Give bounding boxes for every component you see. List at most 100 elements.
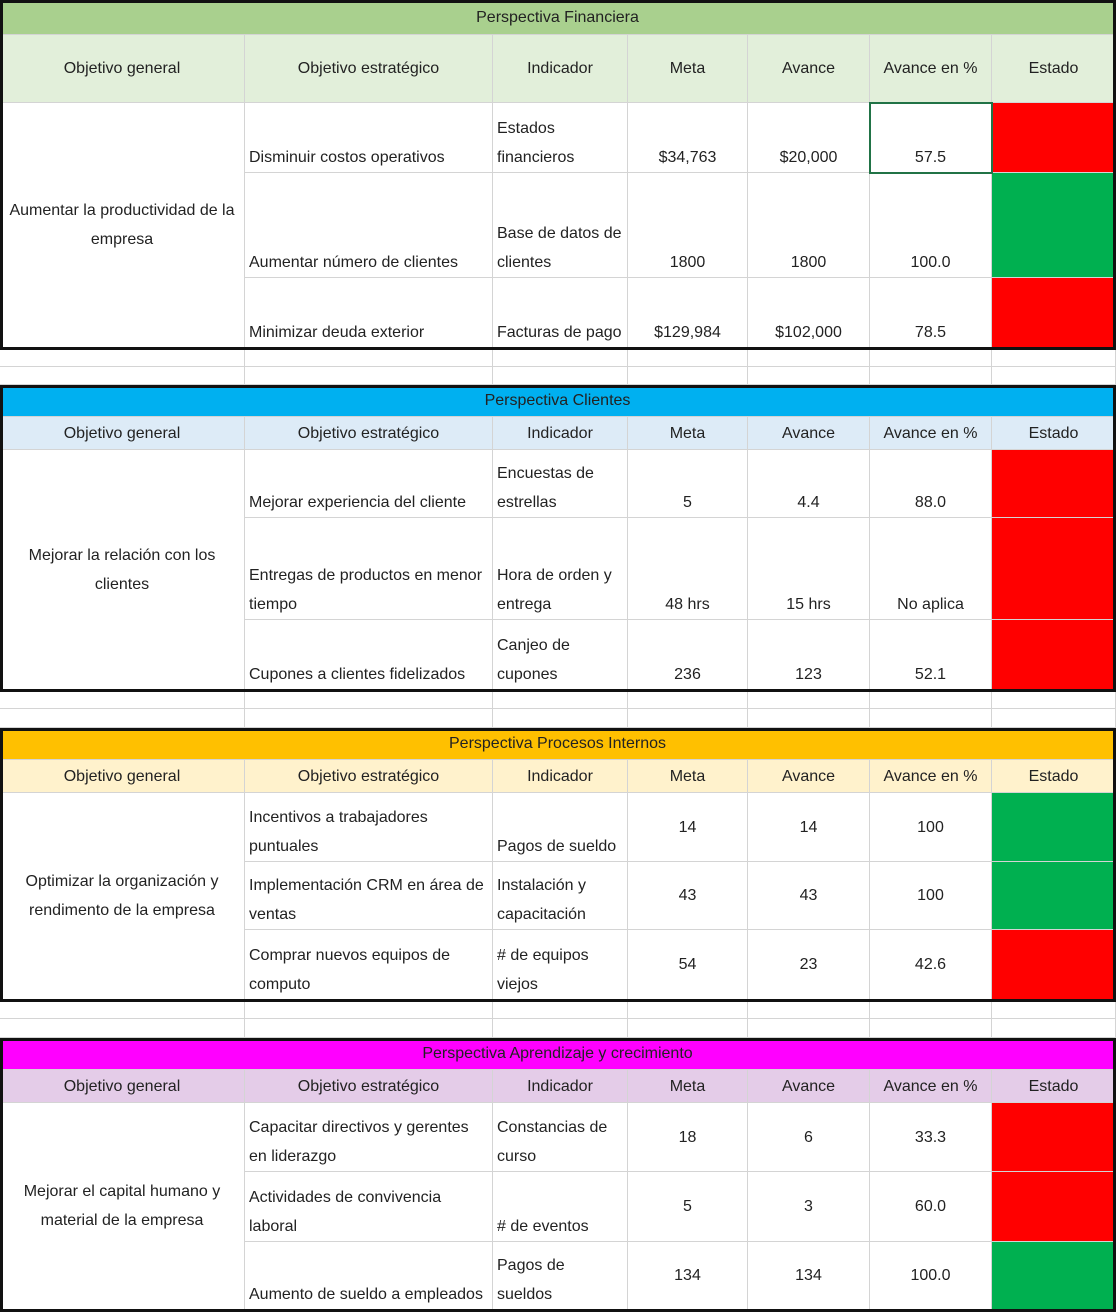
objetivo-general[interactable]: Mejorar la relación con los clientes xyxy=(0,450,245,690)
empty-cell[interactable] xyxy=(0,1019,245,1038)
empty-cell[interactable] xyxy=(628,1019,748,1038)
objetivo-general[interactable]: Aumentar la productividad de la empresa xyxy=(0,103,245,348)
indicador[interactable]: Constancias de curso xyxy=(493,1103,628,1172)
column-header[interactable]: Estado xyxy=(992,35,1116,103)
avance[interactable]: $102,000 xyxy=(748,278,870,348)
empty-cell[interactable] xyxy=(245,1019,493,1038)
avance-pct[interactable]: 42.6 xyxy=(870,930,992,1000)
empty-cell[interactable] xyxy=(628,1000,748,1019)
estado[interactable] xyxy=(992,278,1116,348)
empty-cell[interactable] xyxy=(628,348,748,367)
objetivo-estrategico[interactable]: Mejorar experiencia del cliente xyxy=(245,450,493,518)
column-header[interactable]: Indicador xyxy=(493,417,628,450)
empty-cell[interactable] xyxy=(493,1000,628,1019)
empty-cell[interactable] xyxy=(748,367,870,385)
column-header[interactable]: Meta xyxy=(628,760,748,793)
indicador[interactable]: Hora de orden y entrega xyxy=(493,518,628,620)
indicador[interactable]: Canjeo de cupones xyxy=(493,620,628,690)
indicador[interactable]: # de eventos xyxy=(493,1172,628,1242)
estado[interactable] xyxy=(992,103,1116,173)
empty-cell[interactable] xyxy=(870,690,992,709)
column-header[interactable]: Meta xyxy=(628,1070,748,1103)
column-header[interactable]: Avance xyxy=(748,417,870,450)
empty-cell[interactable] xyxy=(245,1000,493,1019)
objetivo-estrategico[interactable]: Aumentar número de clientes xyxy=(245,173,493,278)
avance-pct[interactable]: 100 xyxy=(870,862,992,930)
indicador[interactable]: Estados financieros xyxy=(493,103,628,173)
empty-cell[interactable] xyxy=(748,1000,870,1019)
meta[interactable]: 48 hrs xyxy=(628,518,748,620)
column-header[interactable]: Indicador xyxy=(493,760,628,793)
empty-cell[interactable] xyxy=(0,1000,245,1019)
column-header[interactable]: Avance en % xyxy=(870,417,992,450)
objetivo-general[interactable]: Optimizar la organización y rendimento d… xyxy=(0,793,245,1000)
empty-cell[interactable] xyxy=(992,348,1116,367)
estado[interactable] xyxy=(992,1172,1116,1242)
estado[interactable] xyxy=(992,862,1116,930)
indicador[interactable]: Facturas de pago xyxy=(493,278,628,348)
empty-cell[interactable] xyxy=(992,1019,1116,1038)
estado[interactable] xyxy=(992,450,1116,518)
empty-cell[interactable] xyxy=(493,690,628,709)
column-header[interactable]: Objetivo general xyxy=(0,1070,245,1103)
empty-cell[interactable] xyxy=(870,1000,992,1019)
empty-cell[interactable] xyxy=(992,367,1116,385)
empty-cell[interactable] xyxy=(628,690,748,709)
avance[interactable]: 123 xyxy=(748,620,870,690)
avance-pct[interactable]: 100.0 xyxy=(870,1242,992,1310)
objetivo-estrategico[interactable]: Disminuir costos operativos xyxy=(245,103,493,173)
indicador[interactable]: Base de datos de clientes xyxy=(493,173,628,278)
column-header[interactable]: Avance en % xyxy=(870,35,992,103)
objetivo-estrategico[interactable]: Implementación CRM en área de ventas xyxy=(245,862,493,930)
column-header[interactable]: Avance xyxy=(748,1070,870,1103)
empty-cell[interactable] xyxy=(245,709,493,728)
column-header[interactable]: Meta xyxy=(628,417,748,450)
empty-cell[interactable] xyxy=(992,709,1116,728)
column-header[interactable]: Estado xyxy=(992,1070,1116,1103)
column-header[interactable]: Indicador xyxy=(493,1070,628,1103)
objetivo-estrategico[interactable]: Actividades de convivencia laboral xyxy=(245,1172,493,1242)
avance[interactable]: 14 xyxy=(748,793,870,862)
column-header[interactable]: Avance xyxy=(748,35,870,103)
avance[interactable]: $20,000 xyxy=(748,103,870,173)
avance[interactable]: 3 xyxy=(748,1172,870,1242)
meta[interactable]: 43 xyxy=(628,862,748,930)
column-header[interactable]: Avance xyxy=(748,760,870,793)
empty-cell[interactable] xyxy=(245,348,493,367)
empty-cell[interactable] xyxy=(748,348,870,367)
empty-cell[interactable] xyxy=(0,367,245,385)
avance-pct[interactable]: 33.3 xyxy=(870,1103,992,1172)
column-header[interactable]: Objetivo general xyxy=(0,35,245,103)
avance-pct[interactable]: 78.5 xyxy=(870,278,992,348)
indicador[interactable]: Encuestas de estrellas xyxy=(493,450,628,518)
empty-cell[interactable] xyxy=(992,1000,1116,1019)
avance-pct[interactable]: No aplica xyxy=(870,518,992,620)
avance-pct[interactable]: 57.5 xyxy=(870,103,992,173)
meta[interactable]: 5 xyxy=(628,450,748,518)
avance[interactable]: 23 xyxy=(748,930,870,1000)
estado[interactable] xyxy=(992,793,1116,862)
column-header[interactable]: Objetivo estratégico xyxy=(245,417,493,450)
avance[interactable]: 6 xyxy=(748,1103,870,1172)
avance[interactable]: 134 xyxy=(748,1242,870,1310)
column-header[interactable]: Objetivo estratégico xyxy=(245,35,493,103)
avance[interactable]: 15 hrs xyxy=(748,518,870,620)
indicador[interactable]: Pagos de sueldo xyxy=(493,793,628,862)
meta[interactable]: 236 xyxy=(628,620,748,690)
column-header[interactable]: Estado xyxy=(992,760,1116,793)
section-title[interactable]: Perspectiva Financiera xyxy=(0,0,1116,35)
empty-cell[interactable] xyxy=(493,367,628,385)
column-header[interactable]: Meta xyxy=(628,35,748,103)
avance-pct[interactable]: 100 xyxy=(870,793,992,862)
section-title[interactable]: Perspectiva Clientes xyxy=(0,385,1116,417)
objetivo-estrategico[interactable]: Minimizar deuda exterior xyxy=(245,278,493,348)
estado[interactable] xyxy=(992,518,1116,620)
objetivo-estrategico[interactable]: Aumento de sueldo a empleados xyxy=(245,1242,493,1310)
estado[interactable] xyxy=(992,930,1116,1000)
empty-cell[interactable] xyxy=(245,690,493,709)
objetivo-estrategico[interactable]: Comprar nuevos equipos de computo xyxy=(245,930,493,1000)
meta[interactable]: 5 xyxy=(628,1172,748,1242)
meta[interactable]: 54 xyxy=(628,930,748,1000)
estado[interactable] xyxy=(992,173,1116,278)
empty-cell[interactable] xyxy=(628,367,748,385)
